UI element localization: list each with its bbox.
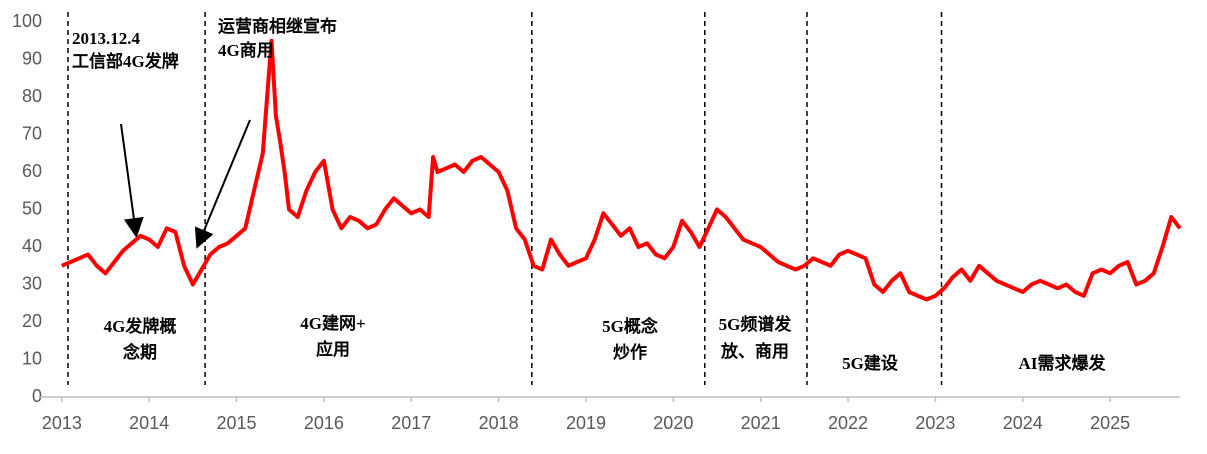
annotation: AI需求爆发 xyxy=(1019,353,1107,373)
arrow xyxy=(120,123,144,238)
y-tick-label: 60 xyxy=(22,161,42,181)
series-line xyxy=(61,38,1182,302)
y-tick-label: 20 xyxy=(22,311,42,331)
y-tick-label: 70 xyxy=(22,123,42,143)
annotation: 5G建设 xyxy=(842,353,898,373)
x-tick-label: 2021 xyxy=(741,413,781,433)
y-tick-label: 30 xyxy=(22,273,42,293)
x-tick-label: 2015 xyxy=(217,413,257,433)
annotation: 应用 xyxy=(316,339,350,359)
x-tick-label: 2020 xyxy=(653,413,693,433)
annotation: 5G概念 xyxy=(602,316,658,336)
x-tick-label: 2013 xyxy=(42,413,82,433)
y-tick-label: 100 xyxy=(12,11,42,31)
y-tick-label: 40 xyxy=(22,236,42,256)
y-tick-label: 80 xyxy=(22,86,42,106)
annotation: 2013.12.4 xyxy=(72,29,141,48)
x-tick-label: 2019 xyxy=(566,413,606,433)
annotation: 4G建网+ xyxy=(300,313,365,333)
x-tick-label: 2014 xyxy=(129,413,169,433)
x-tick-label: 2018 xyxy=(479,413,519,433)
x-tick-label: 2017 xyxy=(391,413,431,433)
annotation: 4G商用 xyxy=(218,40,274,60)
y-tick-label: 10 xyxy=(22,348,42,368)
annotation: 运营商相继宣布 xyxy=(218,16,337,36)
x-tick-label: 2024 xyxy=(1003,413,1043,433)
annotation: 放、商用 xyxy=(720,341,789,361)
arrow xyxy=(194,119,251,249)
annotation: 炒作 xyxy=(613,342,647,362)
x-tick-label: 2023 xyxy=(915,413,955,433)
x-tick-label: 2022 xyxy=(828,413,868,433)
annotation: 4G发牌概 xyxy=(104,316,177,336)
y-tick-label: 50 xyxy=(22,198,42,218)
y-tick-label: 90 xyxy=(22,48,42,68)
annotation: 5G频谱发 xyxy=(719,314,793,334)
annotation: 念期 xyxy=(123,342,157,362)
y-tick-label: 0 xyxy=(32,386,42,406)
x-tick-label: 2016 xyxy=(304,413,344,433)
annotation: 工信部4G发牌 xyxy=(72,51,179,71)
x-tick-label: 2025 xyxy=(1090,413,1130,433)
